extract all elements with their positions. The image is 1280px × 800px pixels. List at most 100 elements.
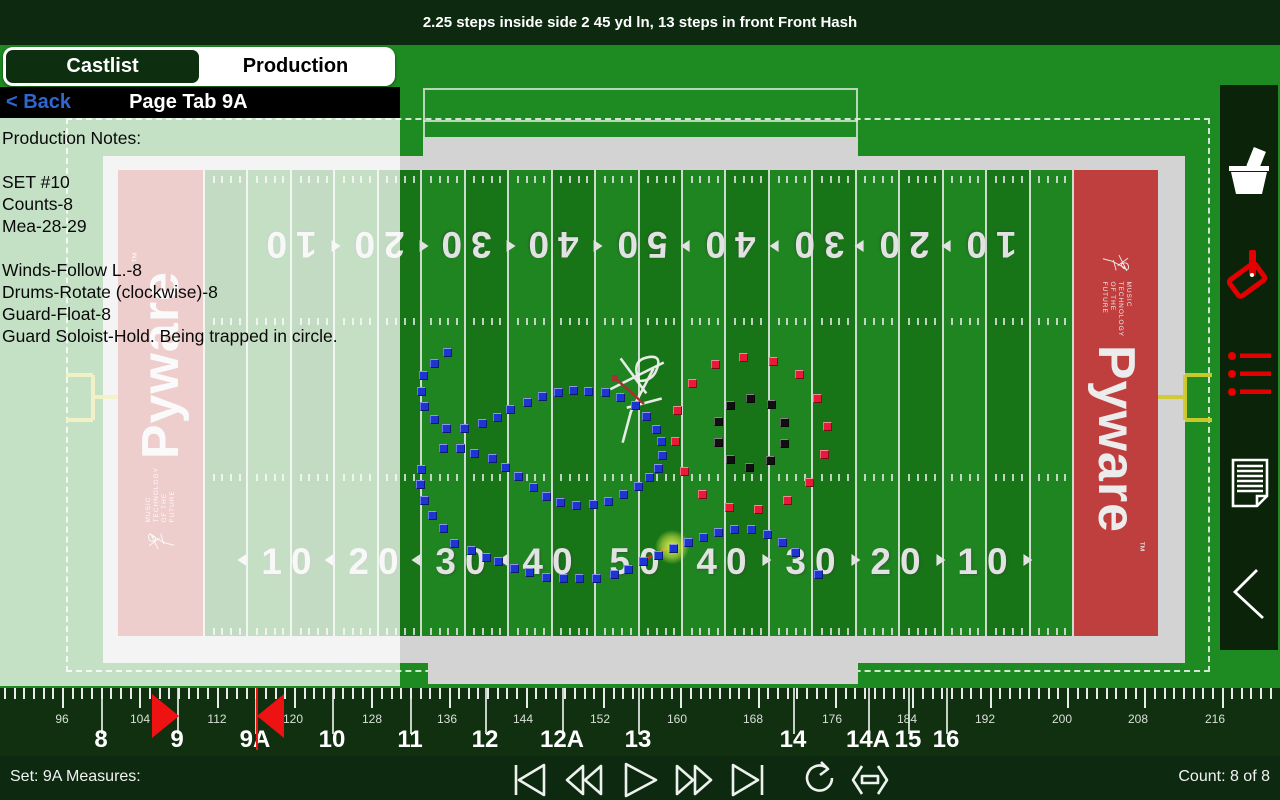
performer-dot-winds[interactable] [604,497,613,506]
performer-dot-winds[interactable] [420,402,429,411]
performer-dot-winds[interactable] [488,454,497,463]
performer-dot-winds[interactable] [642,412,651,421]
performer-dot-winds[interactable] [416,480,425,489]
performer-dot-winds[interactable] [467,546,476,555]
performer-dot-winds[interactable] [684,538,693,547]
performer-dot-winds[interactable] [443,348,452,357]
ruler-set-label[interactable]: 11 [397,726,423,753]
performer-dot-winds[interactable] [624,565,633,574]
performer-dot-winds[interactable] [450,539,459,548]
paint-bucket-icon[interactable] [1227,245,1271,305]
skip-to-end-button[interactable] [727,760,771,800]
performer-dot-winds[interactable] [554,388,563,397]
performer-dot-guard[interactable] [688,379,697,388]
performer-dot-guard[interactable] [673,406,682,415]
performer-dot-drums[interactable] [714,438,723,447]
performer-dot-guard[interactable] [805,478,814,487]
performer-dot-winds[interactable] [634,482,643,491]
performer-dot-winds[interactable] [542,492,551,501]
performer-dot-winds[interactable] [714,528,723,537]
performer-dot-winds[interactable] [478,419,487,428]
performer-dot-winds[interactable] [619,490,628,499]
performer-dot-guard[interactable] [823,422,832,431]
performer-dot-winds[interactable] [428,511,437,520]
performer-dot-winds[interactable] [601,388,610,397]
ruler-set-label[interactable]: 14A [845,726,891,753]
performer-dot-guard[interactable] [754,505,763,514]
ruler-set-label[interactable]: 14 [779,726,807,753]
performer-dot-winds[interactable] [747,525,756,534]
performer-dot-winds[interactable] [658,451,667,460]
performer-dot-winds[interactable] [501,463,510,472]
performer-dot-winds[interactable] [456,444,465,453]
performer-dot-winds[interactable] [442,424,451,433]
performer-dot-winds[interactable] [439,444,448,453]
loop-button[interactable] [797,760,841,800]
performer-dot-winds[interactable] [610,570,619,579]
performer-dot-winds[interactable] [639,557,648,566]
performer-dot-winds[interactable] [631,401,640,410]
performer-dot-winds[interactable] [575,574,584,583]
performer-dot-winds[interactable] [430,359,439,368]
performer-dot-winds[interactable] [542,573,551,582]
ruler-set-label[interactable]: 13 [624,726,652,753]
performer-dot-winds[interactable] [417,465,426,474]
performer-dot-winds[interactable] [514,472,523,481]
performer-dot-guard[interactable] [813,394,822,403]
fast-forward-button[interactable] [672,760,716,800]
performer-dot-winds[interactable] [420,496,429,505]
ruler-set-label[interactable]: 9A [239,726,271,753]
performer-dot-winds[interactable] [791,548,800,557]
ruler-set-label[interactable]: 8 [94,726,108,753]
performer-dot-winds[interactable] [763,530,772,539]
count-timeline-ruler[interactable]: 96 104 112 120 128 136 144 152 160 168 176 184 192 20… [0,688,1280,756]
ruler-set-label[interactable]: 15 [894,726,922,753]
performer-dot-winds[interactable] [556,498,565,507]
performer-dot-winds[interactable] [616,393,625,402]
performer-dot-winds[interactable] [699,533,708,542]
ruler-set-label[interactable]: 12 [471,726,499,753]
performer-dot-winds[interactable] [778,538,787,547]
ruler-set-label[interactable]: 9 [170,726,184,753]
performer-dot-winds[interactable] [493,413,502,422]
performer-dot-drums[interactable] [780,418,789,427]
performer-dot-drums[interactable] [726,455,735,464]
performer-dot-winds[interactable] [657,437,666,446]
back-button[interactable]: < Back [6,91,72,113]
performer-dot-winds[interactable] [430,415,439,424]
document-icon[interactable] [1227,455,1271,515]
ruler-set-label[interactable]: 12A [539,726,585,753]
performer-dot-winds[interactable] [584,387,593,396]
spacing-button[interactable] [849,760,893,800]
back-chevron-icon[interactable] [1227,563,1271,623]
performer-dot-winds[interactable] [654,464,663,473]
performer-dot-winds[interactable] [494,557,503,566]
performer-dot-guard[interactable] [680,467,689,476]
play-button[interactable] [617,760,661,800]
performer-dot-guard[interactable] [820,450,829,459]
performer-dot-winds[interactable] [523,398,532,407]
performer-dot-guard[interactable] [725,503,734,512]
performer-dot-winds[interactable] [419,371,428,380]
playback-range-flags[interactable] [0,688,1280,756]
performer-dot-winds[interactable] [814,570,823,579]
performer-dot-winds[interactable] [538,392,547,401]
performer-dot-drums[interactable] [745,463,754,472]
performer-dot-guard[interactable] [783,496,792,505]
skip-to-start-button[interactable] [508,760,552,800]
performer-dot-winds[interactable] [510,564,519,573]
performer-dot-guard[interactable] [795,370,804,379]
performer-dot-drums[interactable] [746,394,755,403]
performer-dot-guard[interactable] [698,490,707,499]
cast-list-icon[interactable] [1227,347,1271,407]
performer-dot-winds[interactable] [460,424,469,433]
performer-dot-winds[interactable] [589,500,598,509]
tab-castlist[interactable]: Castlist [6,50,199,83]
performer-dot-winds[interactable] [572,501,581,510]
ruler-set-label[interactable]: 16 [932,726,960,753]
performer-dot-guard[interactable] [711,360,720,369]
performer-dot-winds[interactable] [652,425,661,434]
rewind-button[interactable] [562,760,606,800]
ruler-set-label[interactable]: 10 [318,726,346,753]
performer-dot-drums[interactable] [766,456,775,465]
